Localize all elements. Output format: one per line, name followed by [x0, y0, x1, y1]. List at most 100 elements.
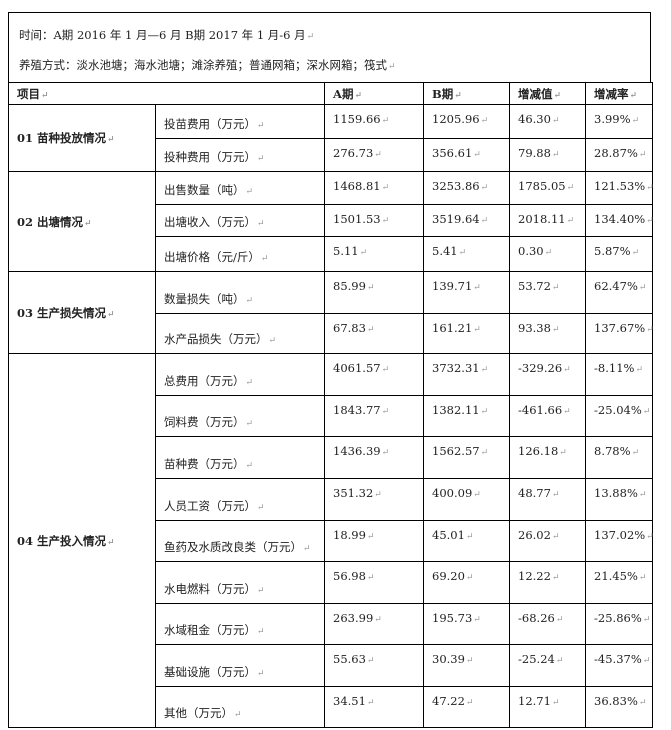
b-value-cell: 139.71 [423, 271, 511, 314]
a-value-cell: 4061.57 [324, 353, 425, 396]
table-row: 02 出塘情况出售数量（吨）1468.813253.861785.05121.5… [8, 171, 654, 272]
header-a: A期 [324, 82, 425, 105]
rate-value-cell: 28.87% [585, 138, 654, 172]
item-cell: 出塘收入（万元） [154, 204, 326, 237]
b-value-cell: 3519.64 [423, 204, 511, 237]
diff-value-cell: 126.18 [509, 436, 587, 479]
diff-value-cell: -461.66 [509, 395, 587, 437]
header-b: B期 [423, 82, 511, 105]
rate-value-cell: 21.45% [585, 561, 654, 604]
table-row: 03 生产损失情况数量损失（吨）85.99139.7153.7262.47% [8, 271, 654, 354]
item-cell: 基础设施（万元） [154, 644, 326, 687]
item-cell: 鱼药及水质改良类（万元） [154, 520, 326, 562]
table-row: 基础设施（万元）55.6330.39-25.24-45.37% [9, 644, 654, 687]
table-row: 饲料费（万元）1843.771382.11-461.66-25.04% [9, 395, 654, 437]
category-cell: 01 苗种投放情况 [8, 104, 156, 172]
item-cell: 出售数量（吨） [154, 171, 326, 205]
a-value-cell: 1436.39 [324, 436, 425, 479]
b-value-cell: 47.22 [423, 686, 511, 728]
data-table: 项目 A期 B期 增减值 增减率 01 苗种投放情况投苗费用（万元）1159.6… [7, 82, 654, 728]
diff-value-cell: -329.26 [509, 353, 587, 396]
rate-value-cell: -45.37% [585, 644, 654, 687]
rate-value-cell: 3.99% [585, 104, 654, 139]
table-row: 出塘价格（元/斤）5.115.410.305.87% [9, 236, 654, 272]
a-value-cell: 1843.77 [324, 395, 425, 437]
b-value-cell: 69.20 [423, 561, 511, 604]
item-cell: 总费用（万元） [154, 353, 326, 396]
rate-value-cell: 137.67% [585, 313, 654, 354]
rate-value-cell: 36.83% [585, 686, 654, 728]
item-cell: 水电燃料（万元） [154, 561, 326, 604]
b-value-cell: 45.01 [423, 520, 511, 562]
b-value-cell: 1205.96 [423, 104, 511, 139]
b-value-cell: 161.21 [423, 313, 511, 354]
b-value-cell: 356.61 [423, 138, 511, 172]
table-row: 其他（万元）34.5147.2212.7136.83% [9, 686, 654, 728]
rate-value-cell: 62.47% [585, 271, 654, 314]
item-cell: 数量损失（吨） [154, 271, 326, 314]
table-row: 04 生产投入情况总费用（万元）4061.573732.31-329.26-8.… [8, 353, 654, 728]
diff-value-cell: 1785.05 [509, 171, 587, 205]
b-value-cell: 1562.57 [423, 436, 511, 479]
header-rate: 增减率 [585, 82, 654, 105]
b-value-cell: 3253.86 [423, 171, 511, 205]
b-value-cell: 195.73 [423, 603, 511, 645]
item-cell: 饲料费（万元） [154, 395, 326, 437]
header-row: 项目 A期 B期 增减值 增减率 [7, 82, 654, 105]
rate-value-cell: 13.88% [585, 478, 654, 521]
rate-value-cell: -25.86% [585, 603, 654, 645]
a-value-cell: 56.98 [324, 561, 425, 604]
item-cell: 其他（万元） [154, 686, 326, 728]
a-value-cell: 67.83 [324, 313, 425, 354]
diff-value-cell: 26.02 [509, 520, 587, 562]
table-row: 投种费用（万元）276.73356.6179.8828.87% [9, 138, 654, 172]
rate-value-cell: 134.40% [585, 204, 654, 237]
category-cell: 04 生产投入情况 [8, 353, 156, 728]
diff-value-cell: 79.88 [509, 138, 587, 172]
item-cell: 水产品损失（万元） [154, 313, 326, 354]
table-row: 水电燃料（万元）56.9869.2012.2221.45% [9, 561, 654, 604]
item-cell: 苗种费（万元） [154, 436, 326, 479]
a-value-cell: 263.99 [324, 603, 425, 645]
diff-value-cell: 93.38 [509, 313, 587, 354]
rate-value-cell: 137.02% [585, 520, 654, 562]
diff-value-cell: 46.30 [509, 104, 587, 139]
table-row: 01 苗种投放情况投苗费用（万元）1159.661205.9646.303.99… [8, 104, 654, 172]
a-value-cell: 55.63 [324, 644, 425, 687]
diff-value-cell: 0.30 [509, 236, 587, 272]
table-row: 人员工资（万元）351.32400.0948.7713.88% [9, 478, 654, 521]
header-item: 项目 [7, 82, 326, 105]
b-value-cell: 1382.11 [423, 395, 511, 437]
b-value-cell: 400.09 [423, 478, 511, 521]
rate-value-cell: 8.78% [585, 436, 654, 479]
item-cell: 出塘价格（元/斤） [154, 236, 326, 272]
a-value-cell: 5.11 [324, 236, 425, 272]
a-value-cell: 1501.53 [324, 204, 425, 237]
table-row: 水产品损失（万元）67.83161.2193.38137.67% [9, 313, 654, 354]
a-value-cell: 351.32 [324, 478, 425, 521]
table-row: 出塘收入（万元）1501.533519.642018.11134.40% [9, 204, 654, 237]
category-cell: 02 出塘情况 [8, 171, 156, 272]
diff-value-cell: -68.26 [509, 603, 587, 645]
item-cell: 人员工资（万元） [154, 478, 326, 521]
diff-value-cell: 53.72 [509, 271, 587, 314]
farming-methods-text: 养殖方式：淡水池塘；海水池塘；滩涂养殖；普通网箱；深水网箱；筏式 [19, 57, 396, 73]
b-value-cell: 5.41 [423, 236, 511, 272]
diff-value-cell: 2018.11 [509, 204, 587, 237]
diff-value-cell: 48.77 [509, 478, 587, 521]
diff-value-cell: 12.71 [509, 686, 587, 728]
a-value-cell: 85.99 [324, 271, 425, 314]
a-value-cell: 34.51 [324, 686, 425, 728]
a-value-cell: 1159.66 [324, 104, 425, 139]
rate-value-cell: 121.53% [585, 171, 654, 205]
rate-value-cell: -8.11% [585, 353, 654, 396]
a-value-cell: 276.73 [324, 138, 425, 172]
b-value-cell: 30.39 [423, 644, 511, 687]
diff-value-cell: -25.24 [509, 644, 587, 687]
a-value-cell: 18.99 [324, 520, 425, 562]
b-value-cell: 3732.31 [423, 353, 511, 396]
rate-value-cell: 5.87% [585, 236, 654, 272]
category-cell: 03 生产损失情况 [8, 271, 156, 354]
header-diff: 增减值 [509, 82, 587, 105]
rate-value-cell: -25.04% [585, 395, 654, 437]
